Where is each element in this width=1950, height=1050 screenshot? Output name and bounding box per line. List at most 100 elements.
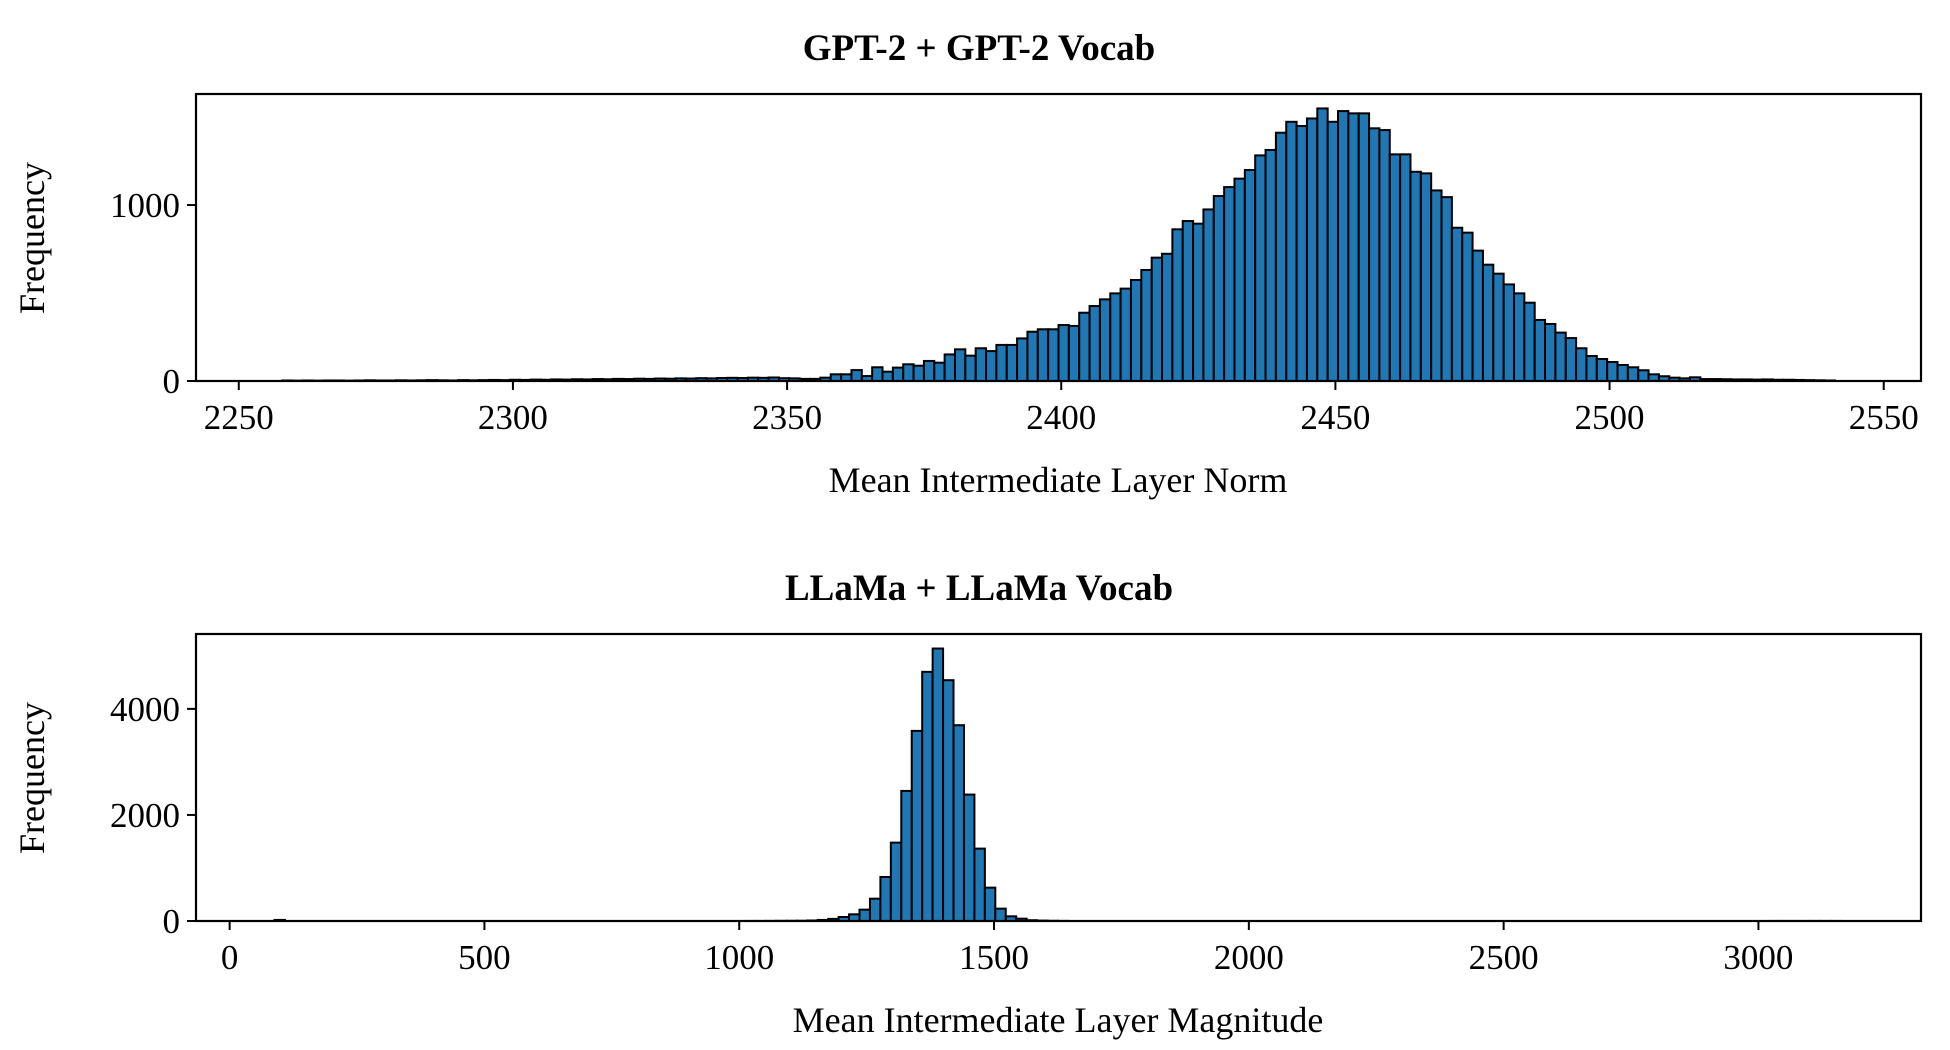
histogram-bar	[1285, 120, 1298, 382]
histogram-bar	[1098, 298, 1112, 382]
histogram-bar	[1481, 263, 1495, 383]
histogram-bar	[1233, 177, 1246, 382]
histogram-bar	[1161, 252, 1174, 382]
histogram-bar	[910, 729, 924, 922]
histogram-bar	[891, 366, 905, 383]
histogram-bar	[1254, 154, 1267, 382]
chart-title: LLaMa + LLaMa Vocab	[785, 568, 1173, 609]
histogram-bar	[952, 724, 965, 922]
histogram-bar	[953, 348, 967, 382]
histogram-bar	[1005, 343, 1019, 382]
histogram-bar	[912, 364, 925, 382]
histogram-bar	[985, 350, 998, 383]
histogram-bar	[1171, 228, 1184, 382]
histogram-bar	[1585, 355, 1598, 383]
histogram-bar	[1512, 292, 1526, 383]
histogram-bar	[1140, 268, 1153, 382]
gpt2-histogram-panel: GPT-2 + GPT-2 Vocab Mean Intermediate La…	[12, 28, 1923, 500]
histogram-bar	[1523, 301, 1536, 382]
histogram-bar	[1088, 305, 1101, 383]
x-tick-label: 2500	[1575, 398, 1645, 437]
histogram-bar	[994, 907, 1007, 922]
histogram-bar	[1316, 107, 1329, 382]
y-tick-label: 0	[163, 362, 181, 401]
x-tick-label: 1000	[704, 938, 774, 977]
histogram-bar	[995, 343, 1008, 382]
histogram-bar	[900, 789, 913, 923]
histogram-bar	[1388, 153, 1402, 382]
x-tick-label: 2300	[478, 398, 548, 437]
x-tick-label: 2350	[752, 398, 822, 437]
histogram-bar	[943, 353, 956, 383]
histogram-bar	[1295, 125, 1308, 382]
histogram-bar	[1274, 131, 1288, 382]
histogram-bar	[850, 369, 863, 382]
histogram-bar	[1357, 112, 1371, 382]
x-tick-label: 2250	[204, 398, 274, 437]
histogram-bar	[1430, 189, 1443, 382]
histogram-bar	[1564, 337, 1578, 383]
histogram-bar	[868, 897, 882, 923]
x-tick-label: 2000	[1214, 938, 1284, 977]
histogram-bar	[1575, 347, 1588, 382]
x-tick-label: 2550	[1849, 398, 1919, 437]
histogram-bar	[1616, 363, 1629, 382]
histogram-bar	[902, 363, 915, 383]
histogram-bar	[1078, 311, 1091, 382]
histogram-bar	[1150, 256, 1164, 382]
y-axis-label: Frequency	[12, 162, 52, 314]
histogram-bars	[273, 647, 1843, 923]
histogram-bar	[1305, 117, 1319, 382]
histogram-bar	[1471, 249, 1484, 382]
histogram-bar	[1595, 358, 1609, 383]
histogram-bar	[1202, 208, 1215, 382]
histogram-bar	[1109, 292, 1122, 383]
histogram-bar	[922, 359, 936, 382]
llama-histogram-panel: LLaMa + LLaMa Vocab Mean Intermediate La…	[12, 568, 1923, 1040]
axis-ticks: 2250 2300 2350 2400 2450 2500 2550 0 1000	[110, 186, 1919, 437]
x-axis-label: Mean Intermediate Layer Norm	[829, 460, 1288, 500]
histogram-bar	[889, 841, 903, 922]
histogram-bar	[1440, 196, 1453, 382]
x-tick-label: 0	[221, 938, 239, 977]
histogram-bar	[1119, 287, 1132, 382]
histogram-bar	[1409, 170, 1422, 382]
histogram-bar	[1067, 324, 1081, 383]
y-tick-label: 1000	[110, 186, 180, 225]
histogram-bar	[1533, 318, 1547, 382]
histogram-bar	[1181, 220, 1195, 382]
histogram-bar	[1326, 120, 1340, 382]
histogram-bar	[1243, 169, 1257, 382]
histogram-bar	[1554, 331, 1567, 382]
histogram-bar	[879, 875, 892, 923]
y-tick-label: 2000	[110, 796, 180, 835]
plot-frame	[194, 632, 1923, 923]
x-tick-label: 2400	[1026, 398, 1096, 437]
histogram-bar	[1502, 283, 1515, 382]
histogram-bar	[1492, 272, 1505, 383]
histogram-bar	[1223, 186, 1236, 382]
histogram-bar	[1337, 110, 1350, 383]
histogram-bar	[962, 793, 976, 922]
histogram-bar	[1606, 360, 1619, 382]
histogram-bar	[933, 361, 946, 383]
histogram-bar	[1637, 369, 1650, 382]
histogram-bar	[1544, 322, 1557, 382]
plot-frame	[194, 92, 1923, 383]
histogram-bar	[1129, 278, 1143, 382]
histogram-bar	[1036, 328, 1050, 382]
histogram-bar	[1450, 226, 1464, 382]
y-tick-label: 4000	[110, 690, 180, 729]
histogram-bar	[871, 366, 884, 383]
histogram-bar	[1378, 129, 1391, 382]
chart-title: GPT-2 + GPT-2 Vocab	[803, 28, 1155, 69]
histogram-bar	[1399, 153, 1412, 382]
x-tick-label: 3000	[1723, 938, 1793, 977]
x-tick-label: 500	[458, 938, 511, 977]
histogram-bar	[974, 347, 988, 382]
histogram-bar	[921, 670, 934, 923]
histogram-bar	[881, 370, 894, 383]
x-tick-label: 1500	[959, 938, 1029, 977]
histogram-bar	[931, 647, 945, 922]
